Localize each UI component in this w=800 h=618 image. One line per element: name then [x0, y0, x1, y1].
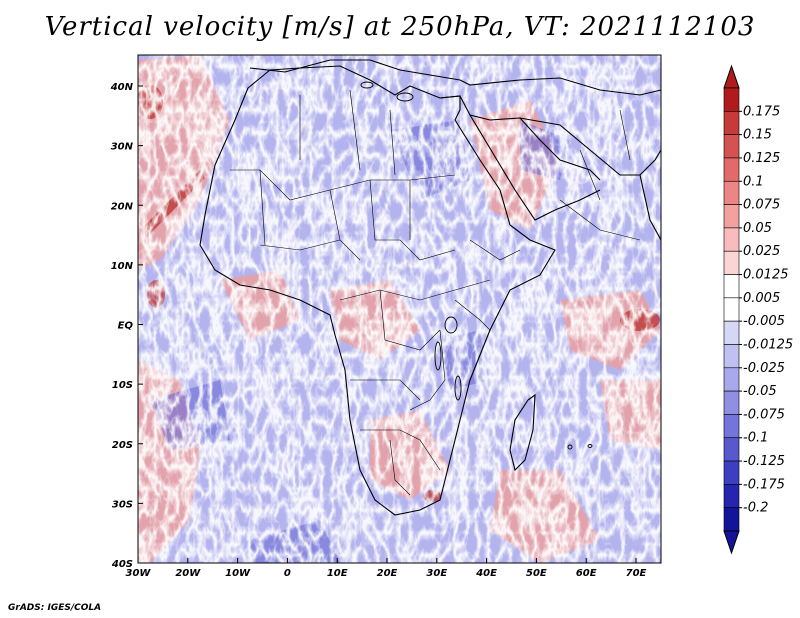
lat-label: 10N: [111, 261, 134, 272]
colorbar-bottom-arrow: [723, 530, 740, 555]
longitude-axis-labels: 30W 20W 10W 0 10E 20E 30E 40E 50E 60E 70E: [126, 558, 647, 579]
vertical-velocity-field: [138, 55, 661, 563]
lakes-and-islands: [360, 81, 593, 450]
colorbar-label: 0.025: [743, 244, 780, 259]
lon-label: 10E: [327, 568, 348, 579]
map-frame: [137, 54, 662, 564]
lon-label: 40E: [475, 568, 497, 579]
colorbar-label: -0.2: [743, 501, 768, 516]
colorbar-label: -0.05: [743, 384, 777, 399]
colorbar-label: -0.075: [743, 407, 785, 422]
colorbar-segment: [723, 180, 740, 205]
colorbar-segment: [723, 437, 740, 462]
lon-label: 60E: [576, 568, 597, 579]
lat-label: 30N: [111, 142, 134, 153]
lat-label: 20S: [112, 440, 133, 451]
colorbar-label: 0.1: [743, 174, 764, 189]
colorbar: 0.175 0.15 0.125 0.1 0.075 0.05 0.025 0.0125 0.0…: [723, 64, 793, 555]
lat-label: 20N: [111, 201, 134, 212]
colorbar-label: -0.025: [743, 361, 785, 376]
lon-label: 20W: [175, 568, 201, 579]
colorbar-segment: [723, 134, 740, 159]
colorbar-segment: [723, 460, 740, 485]
colorbar-segment: [723, 344, 740, 369]
colorbar-segment: [723, 274, 740, 299]
colorbar-segment: [723, 250, 740, 275]
lon-label: 70E: [626, 568, 647, 579]
lon-label: 30W: [126, 568, 152, 579]
country-borders: [230, 89, 641, 496]
colorbar-segment: [723, 157, 740, 182]
lat-label: 10S: [112, 380, 133, 391]
colorbar-label: -0.1: [743, 431, 768, 446]
lat-label: 40S: [111, 559, 133, 570]
grads-credit: GrADS: IGES/COLA: [8, 603, 102, 613]
lon-label: 10W: [225, 568, 251, 579]
colorbar-label: 0.15: [743, 128, 772, 143]
colorbar-segment: [723, 320, 740, 345]
colorbar-label: 0.005: [743, 291, 780, 306]
colorbar-top-arrow: [723, 64, 740, 89]
colorbar-segment: [723, 227, 740, 252]
colorbar-segment: [723, 204, 740, 229]
colorbar-label: 0.175: [743, 104, 780, 119]
map-title: Vertical velocity [m/s] at 250hPa, VT: 2…: [44, 12, 756, 42]
lat-label: EQ: [118, 321, 134, 332]
lon-label: 50E: [526, 568, 547, 579]
lat-label: 30S: [112, 499, 133, 510]
coastlines: [199, 59, 662, 516]
lon-label: 0: [284, 568, 291, 579]
lat-label: 40N: [110, 82, 134, 93]
colorbar-segment: [723, 367, 740, 392]
colorbar-label: -0.125: [743, 454, 785, 469]
colorbar-label: -0.005: [743, 314, 785, 329]
colorbar-label: 0.0125: [743, 268, 789, 283]
colorbar-segment: [723, 390, 740, 415]
colorbar-segment: [723, 87, 740, 112]
colorbar-label: -0.0125: [743, 337, 793, 352]
colorbar-segment: [723, 414, 740, 439]
colorbar-label: 0.125: [743, 151, 780, 166]
colorbar-label: 0.05: [743, 221, 772, 236]
colorbar-segment: [723, 111, 740, 135]
colorbar-segment: [723, 507, 740, 532]
colorbar-segment: [723, 297, 740, 322]
latitude-axis-labels: 40N 30N 20N 10N EQ 10S 20S 30S 40S: [110, 82, 143, 570]
colorbar-segment: [723, 484, 740, 508]
colorbar-label: 0.075: [743, 198, 780, 213]
colorbar-label: -0.175: [743, 477, 785, 492]
lon-label: 30E: [426, 568, 447, 579]
lon-label: 20E: [377, 568, 398, 579]
